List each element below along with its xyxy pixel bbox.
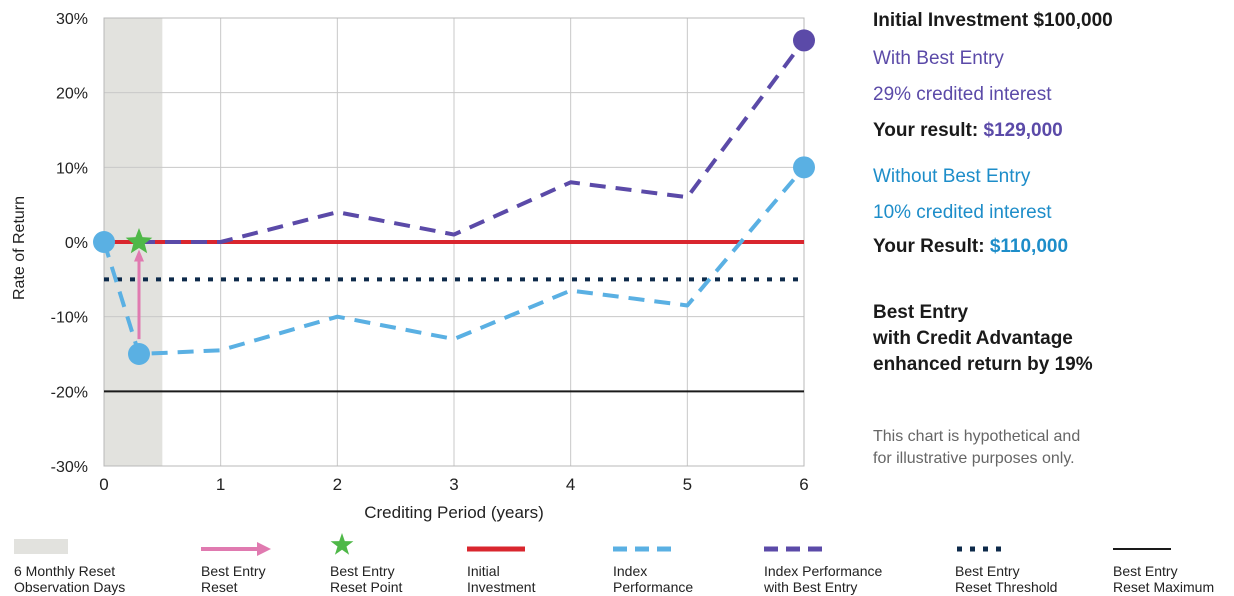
with-best-entry-label: With Best Entry bbox=[873, 48, 1004, 69]
without-best-entry-interest: 10% credited interest bbox=[873, 202, 1052, 223]
y-tick-label: 30% bbox=[56, 11, 88, 28]
reset-arrow-head bbox=[134, 249, 144, 262]
x-tick-label: 6 bbox=[799, 475, 808, 494]
y-tick-label: -20% bbox=[51, 384, 88, 401]
x-axis-label: Crediting Period (years) bbox=[364, 503, 544, 522]
y-tick-label: 20% bbox=[56, 86, 88, 103]
pink-arrow-icon bbox=[201, 542, 271, 556]
disclaimer-line-2: for illustrative purposes only. bbox=[873, 450, 1075, 467]
legend-label-line2: Observation Days bbox=[14, 579, 126, 595]
without-best-entry-label: Without Best Entry bbox=[873, 166, 1031, 187]
x-tick-label: 2 bbox=[333, 475, 342, 494]
y-axis-label: Rate of Return bbox=[11, 196, 28, 300]
data-point-marker bbox=[793, 156, 815, 179]
legend-label-line1: Best Entry bbox=[955, 563, 1020, 579]
x-tick-label: 1 bbox=[216, 475, 225, 494]
legend-label-line2: Reset Point bbox=[330, 579, 403, 595]
y-tick-label: -10% bbox=[51, 310, 88, 327]
legend-label-line1: 6 Monthly Reset bbox=[14, 563, 116, 579]
rate-of-return-chart: 30% 20% 10% 0% -10% -20% -30% 0 1 2 3 4 5 6 Crediting … bbox=[11, 11, 815, 522]
legend-label-line2: Performance bbox=[613, 579, 694, 595]
result-value-without: $110,000 bbox=[989, 236, 1069, 257]
legend-label-line1: Best Entry bbox=[1113, 563, 1178, 579]
without-best-entry-result: Your Result: $110,000 bbox=[873, 236, 1068, 258]
result-label: Your result: bbox=[873, 120, 984, 141]
legend-label-line2: Investment bbox=[467, 579, 536, 595]
series-line bbox=[102, 166, 806, 356]
legend-label-line2: Reset bbox=[201, 579, 238, 595]
credit-advantage-heading: with Credit Advantage bbox=[873, 328, 1073, 349]
red-line-icon bbox=[467, 546, 525, 552]
black-line-icon bbox=[1113, 548, 1171, 550]
navy-dotted-line-icon bbox=[957, 546, 1005, 552]
y-tick-label: -30% bbox=[51, 459, 88, 476]
legend-label-line2: with Best Entry bbox=[764, 579, 858, 595]
initial-investment-heading: Initial Investment $100,000 bbox=[873, 10, 1113, 31]
purple-dashed-line-icon bbox=[764, 546, 822, 552]
enhanced-return-heading: enhanced return by 19% bbox=[873, 354, 1093, 375]
with-best-entry-interest: 29% credited interest bbox=[873, 84, 1052, 105]
legend-label-line1: Initial bbox=[467, 563, 500, 579]
result-label: Your Result: bbox=[873, 236, 990, 257]
best-entry-heading: Best Entry bbox=[873, 302, 969, 323]
observation-band-swatch bbox=[14, 539, 68, 554]
y-tick-label: 0% bbox=[65, 235, 88, 252]
with-best-entry-result: Your result: $129,000 bbox=[873, 120, 1063, 142]
y-tick-label: 10% bbox=[56, 160, 88, 177]
result-value-with: $129,000 bbox=[983, 120, 1063, 141]
series-line bbox=[139, 39, 806, 244]
x-tick-label: 3 bbox=[449, 475, 458, 494]
legend-label-line2: Reset Threshold bbox=[955, 579, 1058, 595]
x-tick-label: 0 bbox=[99, 475, 108, 494]
legend-label-line2: Reset Maximum bbox=[1113, 579, 1215, 595]
data-point-marker bbox=[93, 231, 115, 253]
legend-label-line1: Index bbox=[613, 563, 648, 579]
legend-label-line1: Index Performance bbox=[764, 563, 883, 579]
light-blue-dashed-line-icon bbox=[613, 546, 671, 552]
green-star-icon bbox=[330, 533, 354, 555]
data-point-marker bbox=[128, 343, 150, 365]
data-point-marker bbox=[793, 29, 815, 52]
legend-label-line1: Best Entry bbox=[201, 563, 266, 579]
best-entry-reset-point-star bbox=[125, 228, 153, 254]
legend-label-line1: Best Entry bbox=[330, 563, 395, 579]
x-tick-label: 5 bbox=[683, 475, 692, 494]
x-tick-label: 4 bbox=[566, 475, 575, 494]
disclaimer-line-1: This chart is hypothetical and bbox=[873, 428, 1081, 445]
